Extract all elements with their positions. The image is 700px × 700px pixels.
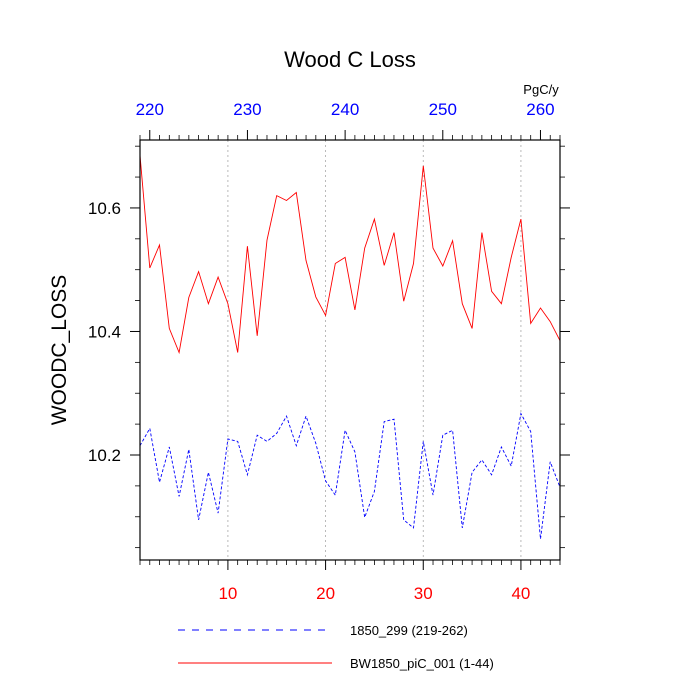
- y-axis-label: WOODC_LOSS: [48, 275, 71, 426]
- legend-label-0: BW1850_piC_001 (1-44): [350, 656, 494, 671]
- series-line-1: [139, 412, 561, 540]
- x-tick-label-bottom: 10: [218, 584, 237, 603]
- y-tick-label: 10.6: [88, 199, 121, 218]
- series-line-0: [139, 155, 561, 355]
- x-tick-label-bottom: 30: [414, 584, 433, 603]
- y-tick-label: 10.2: [88, 446, 121, 465]
- axes: 10 20 30 40 220 230 240 250 260 10.2 10.4 10.6: [88, 100, 570, 603]
- x-tick-label-bottom: 20: [316, 584, 335, 603]
- x-tick-label-top: 250: [429, 100, 457, 119]
- x-tick-label-top: 220: [136, 100, 164, 119]
- x-tick-label-top: 230: [233, 100, 261, 119]
- plot-frame: [139, 139, 561, 561]
- x-tick-label-bottom: 40: [511, 584, 530, 603]
- legend-label-1: 1850_299 (219-262): [350, 623, 468, 638]
- plot-area: [139, 155, 561, 540]
- chart-title: Wood C Loss: [284, 47, 416, 72]
- units-label: PgC/y: [523, 82, 559, 97]
- legend: 1850_299 (219-262) BW1850_piC_001 (1-44): [178, 623, 494, 671]
- x-tick-label-top: 260: [526, 100, 554, 119]
- grid: [227, 140, 522, 560]
- x-tick-label-top: 240: [331, 100, 359, 119]
- y-tick-label: 10.4: [88, 322, 121, 341]
